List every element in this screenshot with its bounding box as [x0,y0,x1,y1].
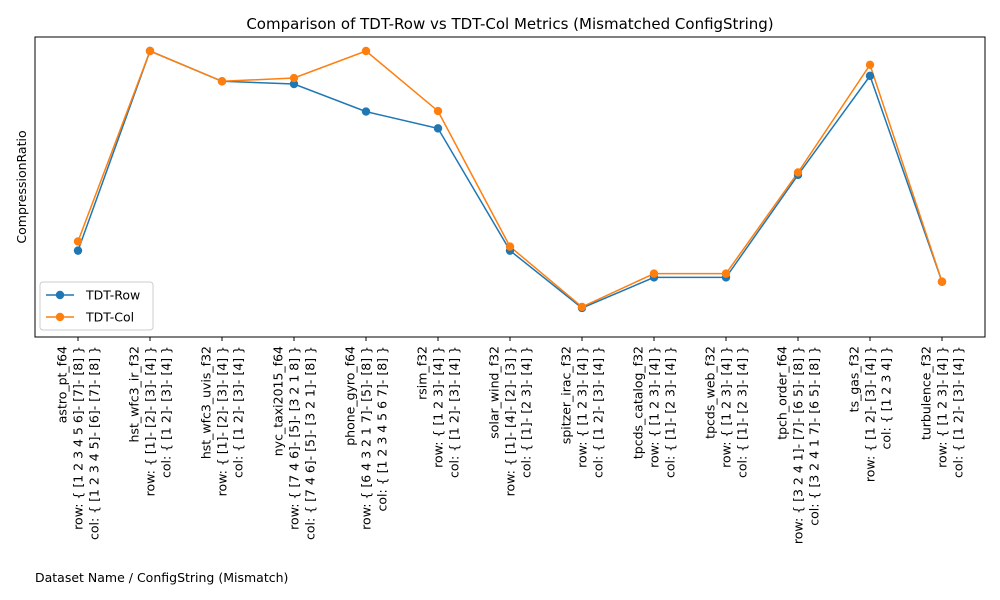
x-tick-group [77,337,943,341]
x-tick-label-line: col: { [3 2 4 1 7]- [6 5]- [8] } [807,346,822,526]
x-tick-label: tpcds_web_f32 row: { [1 2 3]- [4] } col: {… [703,346,750,478]
series-line-group [77,50,943,309]
x-tick-label-line: hst_wfc3_uvis_f32 [199,346,214,459]
data-point [793,168,803,177]
legend-frame [39,281,154,331]
x-tick-label-line: solar_wind_f32 [487,346,502,439]
x-tick-label-line: col: { [1 2 3 4 5 6 7]- [8] } [375,346,390,512]
x-tick-label: solar_wind_f32 row: { [1]- [4]- [2]- [3] … [487,346,534,496]
x-tick-label-line: col: { [1 2]- [3]- [4] } [159,346,174,478]
x-tick-label-line: row: { [1 2 3]- [4] } [719,346,734,468]
data-point [433,106,443,116]
data-point [505,242,515,251]
data-point [865,60,875,69]
x-tick-label-line: tpcds_catalog_f32 [631,346,646,459]
x-tick-label-line: rsim_f32 [415,346,430,400]
legend-label: TDT-Row [85,288,140,303]
x-tick-label-line: row: { [1 2 3]- [4] } [575,346,590,468]
x-tick-label: tpch_order_f64 row: { [3 2 4 1]- [7]- [6 … [775,346,822,544]
x-tick-label-line: tpcds_web_f32 [703,346,718,439]
legend-entry: TDT-Col [46,310,134,325]
x-tick-label-line: row: { [6 4 3 2 1 7]- [5]- [8] } [359,346,374,530]
x-tick-label: hst_wfc3_uvis_f32 row: { [1]- [2]- [3]- [… [199,346,246,496]
series-line [77,50,943,308]
data-point [145,46,155,56]
x-tick-label: nyc_taxi2015_f64 row: { [7 4 6]- [5]- [3 … [271,346,318,540]
x-tick-label-line: row: { [3 2 4 1]- [7]- [6 5]- [8] } [791,346,806,544]
x-tick-label-line: col: { [1 2 3 4 5]- [6]- [7]- [8] } [87,346,102,540]
x-tick-label-line: col: { [1]- [2 3]- [4] } [663,346,678,478]
x-tick-label: tpcds_catalog_f32 row: { [1 2 3]- [4] } co… [631,346,678,478]
data-point [361,46,371,56]
x-tick-label: turbulence_f32 row: { [1 2 3]- [4] } col: … [919,346,966,478]
x-tick-label-group: astro_pt_f64 row: { [1 2 3 4 5 6]- [7]- [… [55,346,966,544]
x-tick-label-line: tpch_order_f64 [775,346,790,440]
data-point [361,107,371,116]
x-tick-label-line: row: { [1]- [4]- [2]- [3] } [503,346,518,496]
x-tick-label: ts_gas_f32 row: { [1 2]- [3]- [4] } col: {… [847,346,894,482]
x-tick-label-line: row: { [1 2 3]- [4] } [935,346,950,468]
plot-frame [34,36,986,338]
x-tick-label-line: row: { [1]- [2]- [3]- [4] } [143,346,158,496]
x-tick-label-line: col: { [1 2 3 4] } [879,346,894,450]
x-tick-label-line: col: { [1 2]- [3]- [4] } [231,346,246,478]
x-tick-label-line: phone_gyro_f64 [343,346,358,446]
legend-entry: TDT-Row [46,288,140,303]
x-tick-label-line: col: { [1]- [2 3]- [4] } [735,346,750,478]
data-point [73,237,83,246]
x-tick-label-line: col: { [1]- [2 3]- [4] } [519,346,534,478]
x-tick-label-line: row: { [1 2 3]- [4] } [647,346,662,468]
x-tick-label: phone_gyro_f64 row: { [6 4 3 2 1 7]- [5]-… [343,346,390,530]
legend-label: TDT-Col [85,310,134,325]
data-point [721,269,731,278]
x-tick-label: spitzer_irac_f32 row: { [1 2 3]- [4] } col… [559,346,606,478]
x-tick-label-line: ts_gas_f32 [847,346,862,412]
chart-title: Comparison of TDT-Row vs TDT-Col Metrics… [246,15,773,33]
y-axis-label: CompressionRatio [14,130,29,243]
x-tick-label-line: spitzer_irac_f32 [559,346,574,444]
data-point [433,124,443,133]
data-point [289,73,299,83]
x-tick-label-line: turbulence_f32 [919,346,934,440]
legend: TDT-Row TDT-Col [39,281,154,331]
x-tick-label-line: row: { [7 4 6]- [5]- [3 2 1 8] } [287,346,302,530]
x-tick-label-line: col: { [1 2]- [3]- [4] } [447,346,462,478]
x-tick-label-line: row: { [1]- [2]- [3]- [4] } [215,346,230,496]
data-point [289,79,299,89]
data-point [865,71,875,81]
x-tick-label-line: row: { [1 2]- [3]- [4] } [863,346,878,482]
x-tick-label-line: col: { [1 2]- [3]- [4] } [951,346,966,478]
legend-marker [55,290,65,300]
data-point [217,77,227,86]
series-point-group [73,46,947,313]
series-line [77,50,943,309]
x-tick-label-line: row: { [1 2 3]- [4] } [431,346,446,468]
data-point [577,302,587,312]
x-tick-label-line: astro_pt_f64 [55,346,70,423]
data-point [73,246,83,255]
data-point [937,277,947,286]
x-tick-label: rsim_f32 row: { [1 2 3]- [4] } col: { [1 2… [415,346,462,478]
data-point [649,269,659,278]
legend-marker [55,312,65,322]
x-tick-label-line: nyc_taxi2015_f64 [271,346,286,456]
x-tick-label-line: col: { [1 2]- [3]- [4] } [591,346,606,478]
x-axis-label: Dataset Name / ConfigString (Mismatch) [35,570,288,585]
x-tick-label-line: row: { [1 2 3 4 5 6]- [7]- [8] } [71,346,86,530]
x-tick-label-line: col: { [7 4 6]- [5]- [3 2 1]- [8] } [303,346,318,540]
x-tick-label: astro_pt_f64 row: { [1 2 3 4 5 6]- [7]- [… [55,346,102,540]
x-tick-label: hst_wfc3_ir_f32 row: { [1]- [2]- [3]- [4]… [127,346,174,496]
x-tick-label-line: hst_wfc3_ir_f32 [127,346,142,442]
